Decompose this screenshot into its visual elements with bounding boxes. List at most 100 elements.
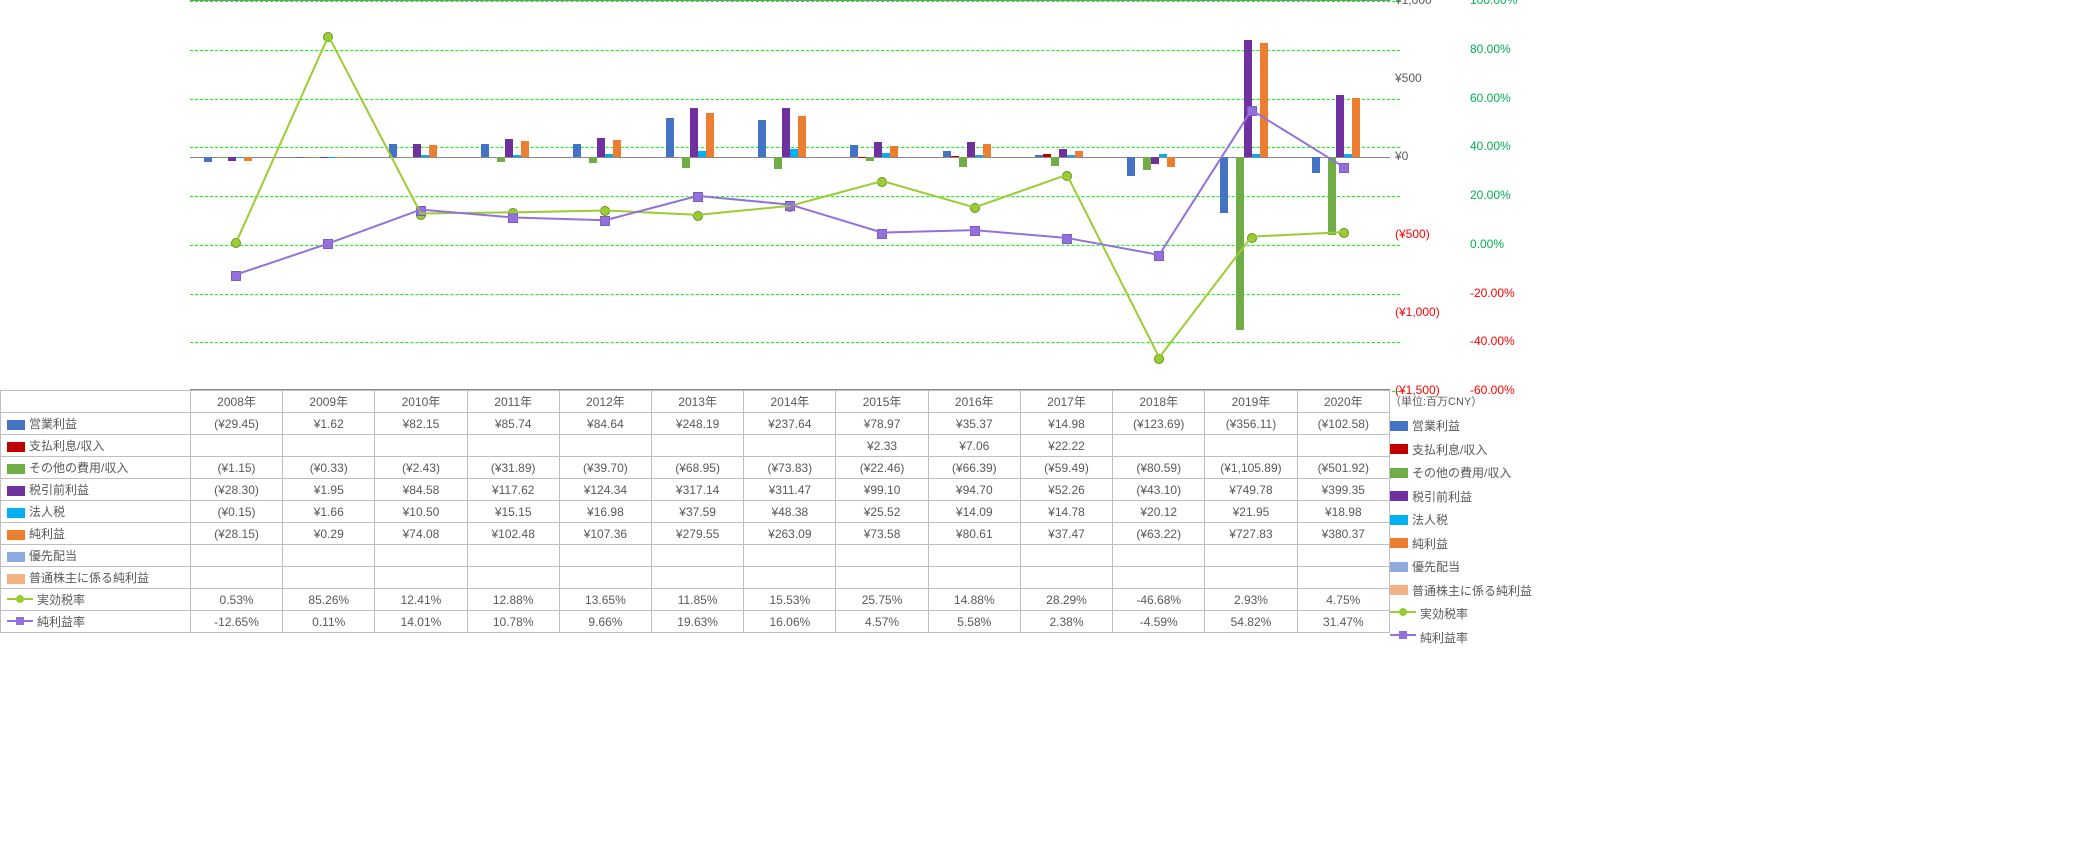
swatch-net_margin [7,620,33,622]
table-cell: 10.78% [467,611,559,633]
table-cell [1113,545,1205,567]
table-cell: 0.11% [283,611,375,633]
table-cell [375,435,467,457]
table-cell: 12.88% [467,589,559,611]
table-cell: 0.53% [190,589,282,611]
row-label: 法人税 [29,505,65,519]
table-cell: (¥22.46) [836,457,928,479]
table-cell: ¥124.34 [559,479,651,501]
table-cell: 12.41% [375,589,467,611]
table-cell: -4.59% [1113,611,1205,633]
table-cell: (¥31.89) [467,457,559,479]
table-cell [652,567,744,589]
table-row-header-pretax: 税引前利益 [1,479,191,501]
legend-label: 優先配当 [1412,558,1460,575]
table-row-header-eff_tax: 実効税率 [1,589,191,611]
swatch-eff_tax [7,598,33,600]
table-col-header: 2016年 [928,391,1020,413]
table-cell [836,567,928,589]
row-label: 純利益率 [37,615,85,629]
legend-right: 営業利益支払利息/収入その他の費用/収入税引前利益法人税純利益優先配当普通株主に… [1390,414,1570,649]
table-cell: ¥1.95 [283,479,375,501]
table-cell: 5.58% [928,611,1020,633]
table-cell: ¥727.83 [1205,523,1297,545]
table-cell: ¥80.61 [928,523,1020,545]
table-cell: ¥1.66 [283,501,375,523]
table-cell: ¥311.47 [744,479,836,501]
table-cell: 19.63% [652,611,744,633]
table-cell: ¥1.62 [283,413,375,435]
table-cell: (¥2.43) [375,457,467,479]
legend-item-net_margin: 純利益率 [1390,626,1570,650]
table-col-header: 2011年 [467,391,559,413]
table-cell: (¥43.10) [1113,479,1205,501]
table-cell: 15.53% [744,589,836,611]
legend-item-other: その他の費用/収入 [1390,461,1570,485]
table-col-header: 2010年 [375,391,467,413]
table-col-header: 2015年 [836,391,928,413]
table-cell: ¥749.78 [1205,479,1297,501]
swatch-other [7,464,25,474]
table-cell [1297,567,1389,589]
legend-label: 普通株主に係る純利益 [1412,582,1532,599]
y-right-tick: 0.00% [1470,237,1540,251]
table-cell: ¥22.22 [1020,435,1112,457]
table-cell [1205,567,1297,589]
row-label: その他の費用/収入 [29,461,128,475]
row-label: 純利益 [29,527,65,541]
table-cell: (¥501.92) [1297,457,1389,479]
table-cell: -12.65% [190,611,282,633]
legend-swatch [1390,538,1408,548]
table-cell: 31.47% [1297,611,1389,633]
row-label: 優先配当 [29,549,77,563]
table-cell [559,545,651,567]
table-cell: (¥356.11) [1205,413,1297,435]
y-right-tick: 20.00% [1470,188,1540,202]
table-cell: 2.93% [1205,589,1297,611]
table-cell: ¥248.19 [652,413,744,435]
table-cell: ¥82.15 [375,413,467,435]
table-cell [1297,545,1389,567]
table-cell: ¥99.10 [836,479,928,501]
table-col-header: 2009年 [283,391,375,413]
table-cell: (¥0.33) [283,457,375,479]
swatch-common_net [7,574,25,584]
chart-plot-area [190,0,1390,390]
legend-swatch [1390,444,1408,454]
table-cell: (¥73.83) [744,457,836,479]
legend-swatch [1390,421,1408,431]
table-cell: ¥20.12 [1113,501,1205,523]
table-cell: 2.38% [1020,611,1112,633]
chart-and-table: ¥1,000¥500¥0(¥500)(¥1,000)(¥1,500) 100.0… [0,0,2086,858]
table-cell: (¥39.70) [559,457,651,479]
table-cell: ¥84.58 [375,479,467,501]
swatch-interest [7,442,25,452]
table-col-header: 2017年 [1020,391,1112,413]
table-cell: 85.26% [283,589,375,611]
y-left-tick: (¥500) [1395,227,1465,241]
table-col-header: 2020年 [1297,391,1389,413]
legend-item-common_net: 普通株主に係る純利益 [1390,579,1570,603]
table-cell: 16.06% [744,611,836,633]
table-cell [1205,545,1297,567]
legend-swatch [1390,585,1408,595]
table-cell [1113,435,1205,457]
table-cell: ¥16.98 [559,501,651,523]
table-cell: ¥0.29 [283,523,375,545]
y-axis-left: ¥1,000¥500¥0(¥500)(¥1,000)(¥1,500) [1395,0,1465,390]
swatch-op_profit [7,420,25,430]
table-cell: ¥52.26 [1020,479,1112,501]
table-cell: ¥48.38 [744,501,836,523]
table-cell [375,567,467,589]
table-cell: (¥80.59) [1113,457,1205,479]
legend-label: 営業利益 [1412,417,1460,434]
legend-swatch [1390,562,1408,572]
table-cell: 9.66% [559,611,651,633]
y-right-tick: -40.00% [1470,334,1540,348]
table-cell: ¥35.37 [928,413,1020,435]
table-cell [1297,435,1389,457]
table-row-header-tax: 法人税 [1,501,191,523]
table-cell [467,435,559,457]
y-left-tick: ¥500 [1395,71,1465,85]
table-cell: 25.75% [836,589,928,611]
